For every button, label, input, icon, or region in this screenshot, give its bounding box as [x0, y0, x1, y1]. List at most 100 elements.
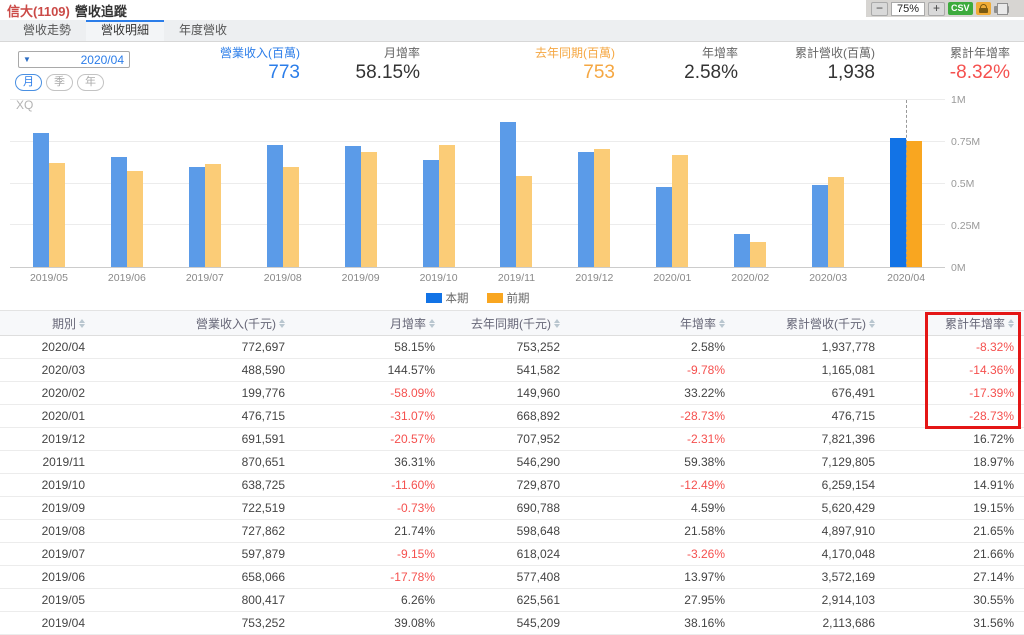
- sort-icon[interactable]: [554, 318, 560, 328]
- sort-icon[interactable]: [1008, 318, 1014, 328]
- csv-export-button[interactable]: CSV: [948, 2, 973, 15]
- table-cell: 2019/11: [42, 455, 86, 469]
- bar-本期-2020/02[interactable]: [734, 233, 751, 267]
- bar-group-2019/09[interactable]: 2019/09: [322, 100, 400, 284]
- bar-group-2020/04[interactable]: 2020/04: [867, 100, 945, 284]
- printer-icon[interactable]: [993, 2, 1009, 15]
- bar-本期-2019/08[interactable]: [266, 145, 283, 267]
- table-cell: 488,590: [241, 363, 285, 377]
- bar-本期-2019/06[interactable]: [110, 157, 127, 267]
- tab-annual-revenue[interactable]: 年度營收: [179, 23, 228, 37]
- gridline: [10, 182, 945, 184]
- zoom-in-button[interactable]: +: [928, 1, 945, 16]
- table-row[interactable]: 2019/12 691,591 -20.57% 707,952 -2.31% 7,821,…: [0, 428, 1024, 451]
- table-row[interactable]: 2020/03 488,590 144.57% 541,582 -9.78% 1,165,…: [0, 359, 1024, 382]
- table-cell: 2,113,686: [822, 616, 876, 630]
- bar-本期-2020/03[interactable]: [812, 185, 829, 267]
- bar-前期-2019/05[interactable]: [48, 162, 65, 267]
- table-row[interactable]: 2019/07 597,879 -9.15% 618,024 -3.26% 4,170,0…: [0, 543, 1024, 566]
- bar-group-2020/03[interactable]: 2020/03: [789, 100, 867, 284]
- table-cell: 2019/05: [41, 593, 85, 607]
- column-header-3[interactable]: 月增率: [295, 315, 445, 332]
- table-row[interactable]: 2019/04 753,252 39.08% 545,209 38.16% 2,113,6…: [0, 612, 1024, 635]
- bar-本期-2019/12[interactable]: [578, 151, 595, 267]
- table-row[interactable]: 2020/02 199,776 -58.09% 149,960 33.22% 676,49…: [0, 382, 1024, 405]
- table-cell: 2.58%: [690, 340, 725, 354]
- zoom-out-button[interactable]: −: [871, 1, 888, 16]
- sort-icon[interactable]: [429, 318, 435, 328]
- table-row[interactable]: 2019/09 722,519 -0.73% 690,788 4.59% 5,620,42…: [0, 497, 1024, 520]
- sort-icon[interactable]: [719, 318, 725, 328]
- toggle-year[interactable]: 年: [77, 74, 104, 91]
- period-dropdown[interactable]: ▼ 2020/04: [18, 51, 130, 68]
- bar-group-2019/08[interactable]: 2019/08: [244, 100, 322, 284]
- legend-label: 前期: [506, 293, 530, 305]
- bar-前期-2020/02[interactable]: [750, 241, 767, 267]
- tab-revenue-detail[interactable]: 營收明細: [86, 20, 165, 41]
- sort-icon[interactable]: [79, 318, 85, 328]
- bar-前期-2020/04[interactable]: [906, 141, 923, 267]
- chart-legend: 本期 前期: [10, 290, 945, 308]
- sort-icon[interactable]: [869, 318, 875, 328]
- table-row[interactable]: 2020/04 772,697 58.15% 753,252 2.58% 1,937,77…: [0, 336, 1024, 359]
- table-cell: 598,648: [516, 524, 560, 538]
- chart-plot-area: 2019/05 2019/06 2019/07 2019/08 2019/09 2019/…: [10, 99, 945, 284]
- column-header-1[interactable]: 期別: [0, 315, 95, 332]
- bar-group-2019/11[interactable]: 2019/11: [478, 100, 556, 284]
- legend-item-前期[interactable]: 前期: [486, 290, 530, 306]
- table-row[interactable]: 2019/06 658,066 -17.78% 577,408 13.97% 3,572,…: [0, 566, 1024, 589]
- bar-本期-2020/04[interactable]: [890, 137, 907, 267]
- x-axis-label: 2020/01: [653, 272, 692, 284]
- toggle-month[interactable]: 月: [15, 74, 42, 91]
- column-header-7[interactable]: 累計年增率: [885, 315, 1024, 332]
- table-row[interactable]: 2020/01 476,715 -31.07% 668,892 -28.73% 476,7…: [0, 405, 1024, 428]
- table-row[interactable]: 2019/11 870,651 36.31% 546,290 59.38% 7,129,8…: [0, 451, 1024, 474]
- bar-本期-2019/07[interactable]: [188, 167, 205, 267]
- bar-group-2019/07[interactable]: 2019/07: [166, 100, 244, 284]
- bar-前期-2019/12[interactable]: [594, 148, 611, 267]
- bar-前期-2020/01[interactable]: [672, 155, 689, 267]
- bar-前期-2019/11[interactable]: [516, 175, 533, 267]
- bar-前期-2019/09[interactable]: [360, 151, 377, 267]
- table-cell: 1,937,778: [821, 340, 875, 354]
- bar-本期-2019/09[interactable]: [344, 146, 361, 267]
- bar-前期-2019/08[interactable]: [282, 167, 299, 267]
- bar-本期-2019/05[interactable]: [32, 133, 49, 267]
- table-row[interactable]: 2019/05 800,417 6.26% 625,561 27.95% 2,914,10…: [0, 589, 1024, 612]
- table-cell: 476,715: [241, 409, 285, 423]
- bar-本期-2019/10[interactable]: [422, 160, 439, 267]
- tab-revenue-trend[interactable]: 營收走勢: [23, 23, 72, 37]
- bar-前期-2020/03[interactable]: [828, 176, 845, 267]
- table-cell: -3.26%: [686, 547, 725, 561]
- zoom-level: 75%: [891, 1, 925, 16]
- bar-group-2019/06[interactable]: 2019/06: [88, 100, 166, 284]
- revenue-table: 期別 營業收入(千元) 月增率 去年同期(千元) 年增率 累計營收(千元) 累計年增率 20…: [0, 310, 1024, 635]
- bar-group-2019/10[interactable]: 2019/10: [400, 100, 478, 284]
- table-row[interactable]: 2019/08 727,862 21.74% 598,648 21.58% 4,897,9…: [0, 520, 1024, 543]
- sort-icon[interactable]: [279, 318, 285, 328]
- bar-前期-2019/06[interactable]: [126, 170, 143, 267]
- bar-group-2019/12[interactable]: 2019/12: [555, 100, 633, 284]
- table-cell: -14.36%: [969, 363, 1014, 377]
- bar-前期-2019/10[interactable]: [438, 145, 455, 267]
- bar-group-2020/02[interactable]: 2020/02: [711, 100, 789, 284]
- bar-前期-2019/07[interactable]: [204, 163, 221, 267]
- bar-group-2019/05[interactable]: 2019/05: [10, 100, 88, 284]
- y-axis-tick: 0.75M: [951, 136, 981, 148]
- column-header-4[interactable]: 去年同期(千元): [445, 315, 570, 332]
- bar-本期-2019/11[interactable]: [500, 121, 517, 267]
- lock-icon[interactable]: [975, 2, 991, 15]
- table-cell: -2.31%: [686, 432, 725, 446]
- table-cell: 33.22%: [684, 386, 725, 400]
- column-header-6[interactable]: 累計營收(千元): [735, 315, 885, 332]
- column-header-2[interactable]: 營業收入(千元): [95, 315, 295, 332]
- toggle-quarter[interactable]: 季: [46, 74, 73, 91]
- title-bar: 信大(1109) 營收追蹤 − 75% + CSV: [0, 0, 1024, 20]
- bar-本期-2020/01[interactable]: [656, 187, 673, 267]
- current-period-dashed-line: [906, 100, 908, 267]
- column-header-5[interactable]: 年增率: [570, 315, 735, 332]
- table-cell: 2020/04: [41, 340, 85, 354]
- bar-group-2020/01[interactable]: 2020/01: [633, 100, 711, 284]
- legend-item-本期[interactable]: 本期: [425, 290, 469, 306]
- table-row[interactable]: 2019/10 638,725 -11.60% 729,870 -12.49% 6,259…: [0, 474, 1024, 497]
